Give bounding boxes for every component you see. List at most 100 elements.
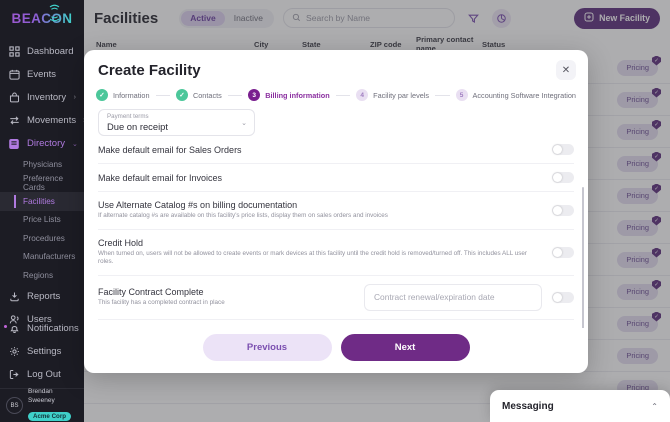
- toggle-default-email-invoices[interactable]: [552, 172, 574, 183]
- next-button[interactable]: Next: [340, 334, 470, 361]
- pricing-button[interactable]: Pricing: [617, 123, 658, 140]
- step-label: Accounting Software Integration: [472, 90, 576, 100]
- sidebar-item-events[interactable]: Events: [0, 63, 84, 86]
- pricing-button[interactable]: Pricing: [617, 187, 658, 204]
- row-description: This facility has a completed contract i…: [98, 298, 225, 306]
- modal-title: Create Facility: [98, 62, 201, 79]
- step-billing-information[interactable]: 3 Billing information: [248, 89, 330, 101]
- pricing-button[interactable]: Pricing: [617, 155, 658, 172]
- shield-check-icon: ✓: [652, 311, 661, 322]
- sidebar-item-logout[interactable]: Log Out: [0, 363, 84, 386]
- pricing-cell: Pricing ✓: [617, 183, 661, 204]
- row-title: Make default email for Invoices: [98, 172, 223, 183]
- sidebar-item-dashboard[interactable]: Dashboard: [0, 40, 84, 63]
- step-information[interactable]: ✓ Information: [96, 89, 150, 101]
- modal-header: Create Facility ✕: [84, 50, 588, 80]
- sidebar-item-procedures[interactable]: Procedures: [0, 229, 84, 248]
- sidebar-item-label: Log Out: [27, 369, 61, 380]
- row-texts: Make default email for Invoices: [98, 173, 542, 183]
- logout-icon: [8, 369, 20, 381]
- contract-date-placeholder: Contract renewal/expiration date: [374, 292, 495, 302]
- pricing-button[interactable]: Pricing: [617, 219, 658, 236]
- step-accounting-software-integration[interactable]: 5 Accounting Software Integration: [455, 89, 576, 101]
- contract-date-input[interactable]: Contract renewal/expiration date: [364, 283, 542, 311]
- sidebar-item-facilities[interactable]: Facilities: [0, 192, 84, 211]
- step-label: Billing information: [265, 90, 330, 100]
- messaging-widget[interactable]: Messaging ⌃: [490, 390, 670, 422]
- column-status: Status: [482, 39, 506, 49]
- new-facility-button[interactable]: New Facility: [574, 7, 660, 29]
- pricing-button[interactable]: Pricing: [617, 315, 658, 332]
- step-connector: [435, 94, 450, 96]
- pricing-cell: Pricing ✓: [617, 55, 661, 76]
- column-name: Name: [96, 39, 117, 49]
- sidebar-item-manufacturers[interactable]: Manufacturers: [0, 248, 84, 267]
- toggle-alternate-catalog[interactable]: [552, 204, 574, 216]
- row-default-email-sales-orders: Make default email for Sales Orders: [98, 136, 574, 164]
- step-status-icon: ✓: [96, 89, 108, 101]
- sidebar-bottom-nav: Notifications Settings Log Out: [0, 317, 84, 386]
- modal-scrollbar[interactable]: [581, 187, 584, 328]
- step-label: Information: [113, 90, 150, 100]
- sidebar-item-preference-cards[interactable]: Preference Cards: [0, 174, 84, 193]
- user-profile[interactable]: BS Brendan Sweeney Acme Corp: [0, 388, 84, 422]
- sidebar-item-movements[interactable]: Movements ›: [0, 109, 85, 132]
- sidebar-item-reports[interactable]: Reports: [0, 285, 84, 308]
- pricing-cell: Pricing ✓: [617, 119, 661, 140]
- sidebar-item-label: Inventory: [27, 92, 67, 103]
- chevron-down-icon: ⌄: [72, 140, 78, 148]
- status-segment-control: Active Inactive: [179, 8, 275, 28]
- step-connector: [227, 94, 243, 96]
- row-texts: Make default email for Sales Orders: [98, 145, 542, 155]
- sidebar-item-users[interactable]: Users: [0, 308, 84, 331]
- transfer-icon: [8, 115, 20, 127]
- logo-text: BEACON: [11, 10, 73, 26]
- pricing-button[interactable]: Pricing: [617, 91, 658, 108]
- sidebar-item-regions[interactable]: Regions: [0, 266, 84, 285]
- step-connector: [155, 94, 170, 96]
- step-facility-par-levels[interactable]: 4 Facility par levels: [356, 89, 429, 101]
- step-contacts[interactable]: ✓ Contacts: [175, 89, 222, 101]
- close-icon[interactable]: ✕: [556, 60, 576, 80]
- toggle-facility-contract-complete[interactable]: [552, 291, 574, 303]
- sub-item-label: Price Lists: [23, 215, 61, 225]
- segment-inactive[interactable]: Inactive: [225, 11, 272, 26]
- search-icon: [292, 13, 301, 24]
- payment-terms-select[interactable]: Payment terms Due on receipt ⌄: [98, 109, 255, 136]
- row-texts: Facility Contract Complete This facility…: [98, 287, 354, 308]
- sidebar-item-settings[interactable]: Settings: [0, 340, 84, 363]
- sub-item-label: Regions: [23, 270, 54, 280]
- page-title: Facilities: [94, 9, 159, 27]
- row-texts: Use Alternate Catalog #s on billing docu…: [98, 200, 542, 221]
- app-logo[interactable]: BEACON: [0, 0, 84, 36]
- sidebar-item-notifications[interactable]: Notifications: [0, 317, 84, 340]
- pricing-button[interactable]: Pricing: [617, 347, 658, 364]
- column-state: State: [302, 39, 321, 49]
- step-number: 4: [356, 89, 369, 101]
- row-default-email-invoices: Make default email for Invoices: [98, 164, 574, 192]
- segment-active[interactable]: Active: [181, 10, 225, 26]
- toggle-credit-hold[interactable]: [552, 246, 574, 258]
- row-title: Use Alternate Catalog #s on billing docu…: [98, 200, 298, 210]
- sidebar-item-price-lists[interactable]: Price Lists: [0, 211, 84, 230]
- messaging-title: Messaging: [502, 400, 554, 412]
- pie-chart-icon[interactable]: [492, 8, 512, 28]
- toggle-default-email-sales-orders[interactable]: [552, 144, 574, 155]
- filter-icon[interactable]: [464, 9, 483, 28]
- profile-org-badge: Acme Corp: [28, 411, 72, 421]
- sidebar-item-label: Dashboard: [27, 46, 74, 57]
- pricing-button[interactable]: Pricing: [617, 283, 658, 300]
- previous-button[interactable]: Previous: [202, 334, 332, 361]
- sidebar: BEACON Dashboard: [0, 0, 85, 422]
- chevron-up-icon[interactable]: ⌃: [651, 401, 658, 411]
- row-texts: Credit Hold When turned on, users will n…: [98, 238, 542, 267]
- sidebar-item-directory[interactable]: Directory ⌄: [0, 132, 84, 155]
- search-input[interactable]: Search by Name: [283, 8, 456, 28]
- sidebar-item-physicians[interactable]: Physicians: [0, 155, 84, 174]
- shield-check-icon: ✓: [652, 215, 661, 226]
- sidebar-item-inventory[interactable]: Inventory ›: [0, 86, 84, 109]
- sidebar-item-label: Directory: [27, 138, 66, 149]
- pricing-button[interactable]: Pricing: [617, 251, 658, 268]
- column-contact: Primary contact name: [416, 35, 474, 53]
- pricing-button[interactable]: Pricing: [617, 59, 658, 76]
